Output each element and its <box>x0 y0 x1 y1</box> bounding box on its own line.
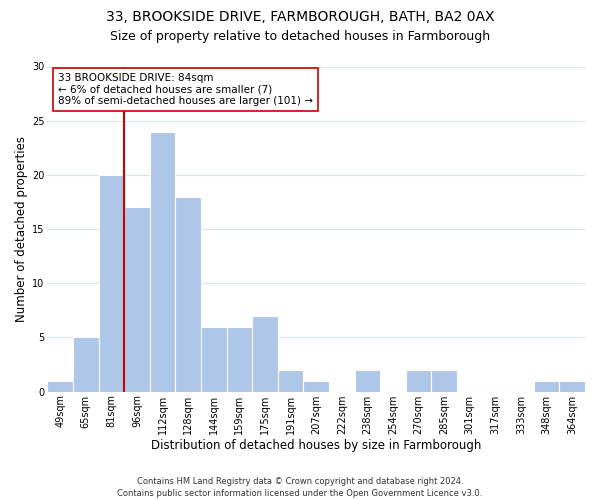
Bar <box>227 326 252 392</box>
Bar <box>406 370 431 392</box>
Bar <box>124 208 150 392</box>
Text: 33, BROOKSIDE DRIVE, FARMBOROUGH, BATH, BA2 0AX: 33, BROOKSIDE DRIVE, FARMBOROUGH, BATH, … <box>106 10 494 24</box>
Bar <box>431 370 457 392</box>
Bar <box>304 381 329 392</box>
Bar <box>201 326 227 392</box>
Bar <box>73 338 98 392</box>
Bar <box>47 381 73 392</box>
Bar <box>175 196 201 392</box>
Text: 33 BROOKSIDE DRIVE: 84sqm
← 6% of detached houses are smaller (7)
89% of semi-de: 33 BROOKSIDE DRIVE: 84sqm ← 6% of detach… <box>58 73 313 106</box>
Bar <box>98 175 124 392</box>
Text: Contains HM Land Registry data © Crown copyright and database right 2024.
Contai: Contains HM Land Registry data © Crown c… <box>118 476 482 498</box>
Text: Size of property relative to detached houses in Farmborough: Size of property relative to detached ho… <box>110 30 490 43</box>
Bar <box>534 381 559 392</box>
Bar <box>559 381 585 392</box>
Bar <box>355 370 380 392</box>
Bar <box>278 370 304 392</box>
Bar <box>252 316 278 392</box>
Bar <box>150 132 175 392</box>
X-axis label: Distribution of detached houses by size in Farmborough: Distribution of detached houses by size … <box>151 440 481 452</box>
Y-axis label: Number of detached properties: Number of detached properties <box>15 136 28 322</box>
